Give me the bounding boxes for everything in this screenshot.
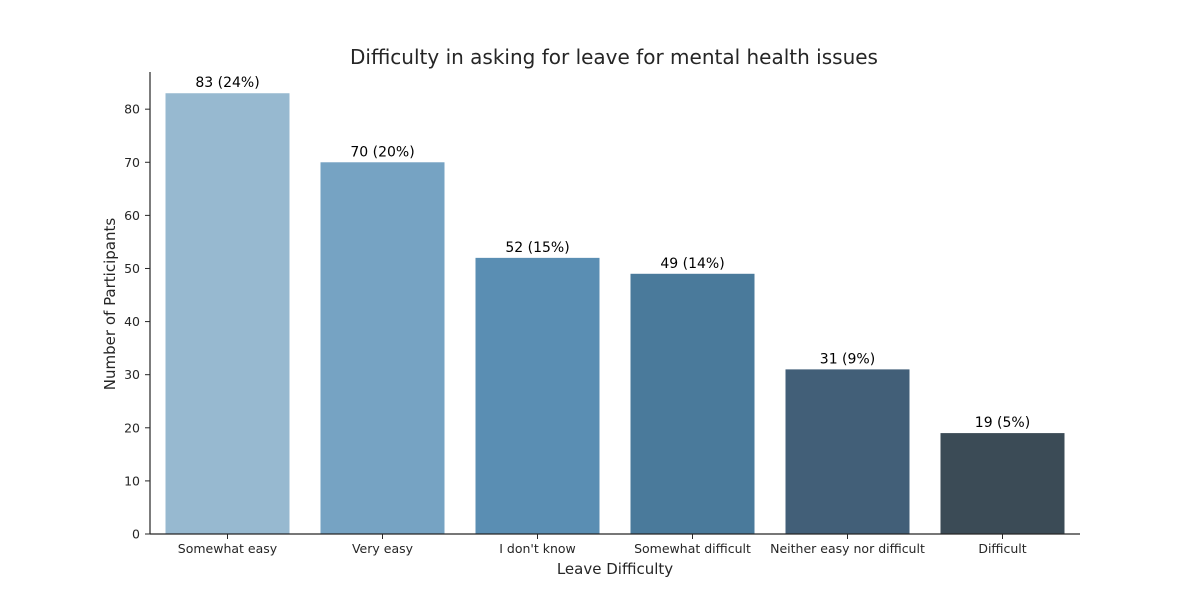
bar-value-label: 19 (5%) bbox=[975, 415, 1030, 431]
bar-value-label: 83 (24%) bbox=[195, 75, 259, 91]
bar bbox=[165, 93, 290, 535]
bar bbox=[475, 257, 600, 534]
chart-title: Difficulty in asking for leave for menta… bbox=[350, 45, 878, 69]
y-axis-label: Number of Participants bbox=[101, 218, 119, 391]
x-tick-label: Neither easy nor difficult bbox=[770, 541, 925, 556]
bar-value-label: 70 (20%) bbox=[350, 144, 414, 160]
bar-value-label: 52 (15%) bbox=[505, 240, 569, 256]
x-tick-label: Difficult bbox=[978, 541, 1026, 556]
bar bbox=[785, 369, 910, 534]
bar bbox=[940, 433, 1065, 534]
x-tick-label: I don't know bbox=[499, 541, 576, 556]
y-tick-label: 70 bbox=[124, 155, 140, 170]
y-tick-label: 80 bbox=[124, 102, 140, 117]
x-tick-label: Very easy bbox=[352, 541, 414, 556]
bar-value-label: 31 (9%) bbox=[820, 351, 875, 367]
y-tick-label: 10 bbox=[124, 473, 140, 488]
bar bbox=[320, 162, 445, 534]
y-tick-label: 60 bbox=[124, 208, 140, 223]
y-tick-label: 0 bbox=[132, 527, 140, 542]
y-tick-label: 50 bbox=[124, 261, 140, 276]
bar-value-label: 49 (14%) bbox=[660, 256, 724, 272]
y-tick-label: 20 bbox=[124, 420, 140, 435]
x-tick-label: Somewhat easy bbox=[178, 541, 278, 556]
bars-layer: 83 (24%) 70 (20%) 52 (15%) 49 (14%) 31 (9%) 1… bbox=[165, 75, 1065, 535]
y-tick-label: 30 bbox=[124, 367, 140, 382]
y-tick-label: 40 bbox=[124, 314, 140, 329]
axes-layer: Somewhat easy Very easy I don't know Somewh… bbox=[124, 72, 1080, 556]
x-tick-label: Somewhat difficult bbox=[634, 541, 751, 556]
bar bbox=[630, 273, 755, 534]
x-axis-label: Leave Difficulty bbox=[557, 560, 673, 578]
